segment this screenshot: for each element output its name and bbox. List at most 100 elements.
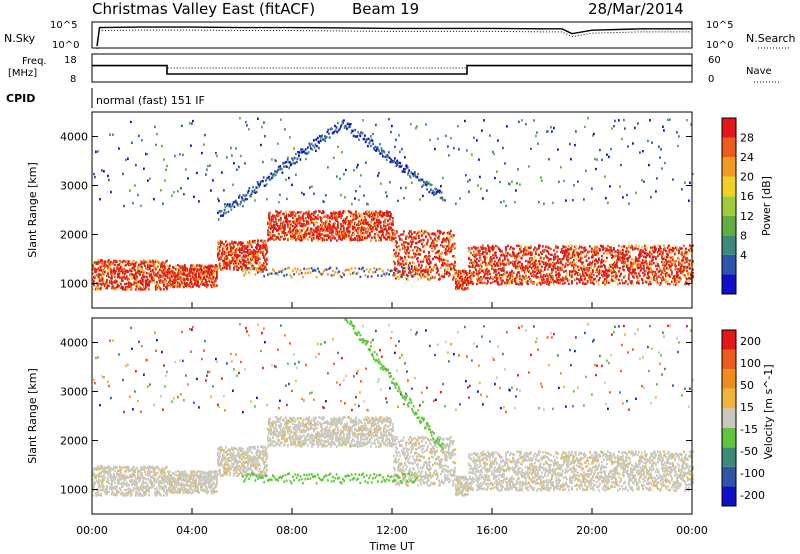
heatmap-cell xyxy=(319,216,321,219)
heatmap-cell xyxy=(194,268,196,271)
heatmap-cell xyxy=(401,265,403,269)
heatmap-cell xyxy=(615,273,617,276)
heatmap-cell xyxy=(558,274,560,277)
heatmap-cell xyxy=(541,179,543,182)
heatmap-cell xyxy=(185,277,187,281)
heatmap-cell xyxy=(191,275,193,278)
heatmap-cell xyxy=(569,262,571,265)
heatmap-cell xyxy=(248,243,250,246)
heatmap-cell xyxy=(647,265,649,268)
heatmap-cell xyxy=(495,264,497,267)
heatmap-cell xyxy=(480,245,482,249)
heatmap-cell xyxy=(618,119,620,122)
heatmap-cell xyxy=(410,230,412,233)
heatmap-cell xyxy=(321,233,323,236)
heatmap-cell xyxy=(593,282,595,286)
heatmap-cell xyxy=(377,215,379,219)
heatmap-cell xyxy=(598,283,600,286)
heatmap-cell xyxy=(131,277,133,280)
heatmap-cell xyxy=(633,246,635,249)
heatmap-cell xyxy=(171,275,173,278)
heatmap-cell xyxy=(497,246,499,249)
heatmap-cell xyxy=(659,267,661,271)
heatmap-cell xyxy=(445,258,447,262)
heatmap-cell xyxy=(489,263,491,266)
heatmap-cell xyxy=(298,232,300,235)
heatmap-cell xyxy=(490,256,492,259)
heatmap-cell xyxy=(179,283,181,286)
heatmap-cell xyxy=(583,248,585,251)
heatmap-cell xyxy=(596,275,598,278)
heatmap-cell xyxy=(290,237,292,240)
heatmap-cell xyxy=(572,253,574,256)
heatmap-cell xyxy=(426,275,428,278)
heatmap-cell xyxy=(472,265,474,269)
heatmap-cell xyxy=(381,230,383,233)
heatmap-cell xyxy=(163,273,165,276)
heatmap-cell xyxy=(500,277,502,280)
heatmap-cell xyxy=(509,277,511,280)
heatmap-cell xyxy=(249,241,251,245)
heatmap-cell xyxy=(493,271,495,274)
heatmap-cell xyxy=(582,267,584,271)
heatmap-cell xyxy=(103,271,105,275)
heatmap-cell xyxy=(474,259,476,263)
heatmap-cell xyxy=(257,259,259,262)
heatmap-cell xyxy=(161,144,163,148)
heatmap-cell xyxy=(114,287,116,290)
heatmap-cell xyxy=(375,123,377,127)
heatmap-cell xyxy=(157,265,159,268)
heatmap-cell xyxy=(384,227,386,230)
heatmap-cell xyxy=(652,249,654,253)
heatmap-cell xyxy=(231,260,233,263)
heatmap-cell xyxy=(532,260,534,263)
heatmap-cell xyxy=(245,120,247,124)
heatmap-cell xyxy=(211,277,213,281)
heatmap-cell xyxy=(308,210,310,213)
heatmap-cell xyxy=(211,280,213,284)
heatmap-cell xyxy=(444,262,446,265)
heatmap-cell xyxy=(231,242,233,245)
heatmap-cell xyxy=(272,234,274,237)
heatmap-cell xyxy=(410,240,412,243)
heatmap-cell xyxy=(403,246,405,249)
heatmap-cell xyxy=(466,149,468,152)
heatmap-cell xyxy=(557,148,559,151)
heatmap-cell xyxy=(298,234,300,238)
heatmap-cell xyxy=(142,280,144,283)
heatmap-cell xyxy=(162,261,164,264)
heatmap-cell xyxy=(423,250,425,253)
heatmap-cell xyxy=(618,252,620,256)
heatmap-cell xyxy=(521,119,523,122)
heatmap-cell xyxy=(443,238,445,241)
heatmap-cell xyxy=(302,213,304,217)
heatmap-cell xyxy=(256,253,258,256)
heatmap-cell xyxy=(274,223,276,226)
heatmap-cell xyxy=(458,285,460,288)
heatmap-cell xyxy=(219,249,221,252)
heatmap-cell xyxy=(353,169,355,172)
heatmap-cell xyxy=(264,134,266,138)
heatmap-cell xyxy=(142,283,144,286)
heatmap-cell xyxy=(109,262,111,266)
heatmap-cell xyxy=(168,273,170,277)
heatmap-cell xyxy=(369,213,371,216)
heatmap-cell xyxy=(544,266,546,270)
heatmap-cell xyxy=(423,257,425,260)
heatmap-cell xyxy=(567,255,569,258)
heatmap-cell xyxy=(313,222,315,225)
heatmap-cell xyxy=(557,255,559,258)
heatmap-cell xyxy=(133,276,135,280)
heatmap-cell xyxy=(527,265,529,268)
heatmap-cell xyxy=(629,251,631,254)
heatmap-cell xyxy=(409,234,411,238)
heatmap-cell xyxy=(652,246,654,249)
heatmap-cell xyxy=(631,258,633,261)
heatmap-cell xyxy=(539,281,541,285)
heatmap-cell xyxy=(206,266,208,270)
heatmap-cell xyxy=(545,264,547,267)
heatmap-cell xyxy=(404,247,406,251)
heatmap-cell xyxy=(233,241,235,244)
heatmap-cell xyxy=(611,275,613,278)
heatmap-cell xyxy=(117,267,119,270)
